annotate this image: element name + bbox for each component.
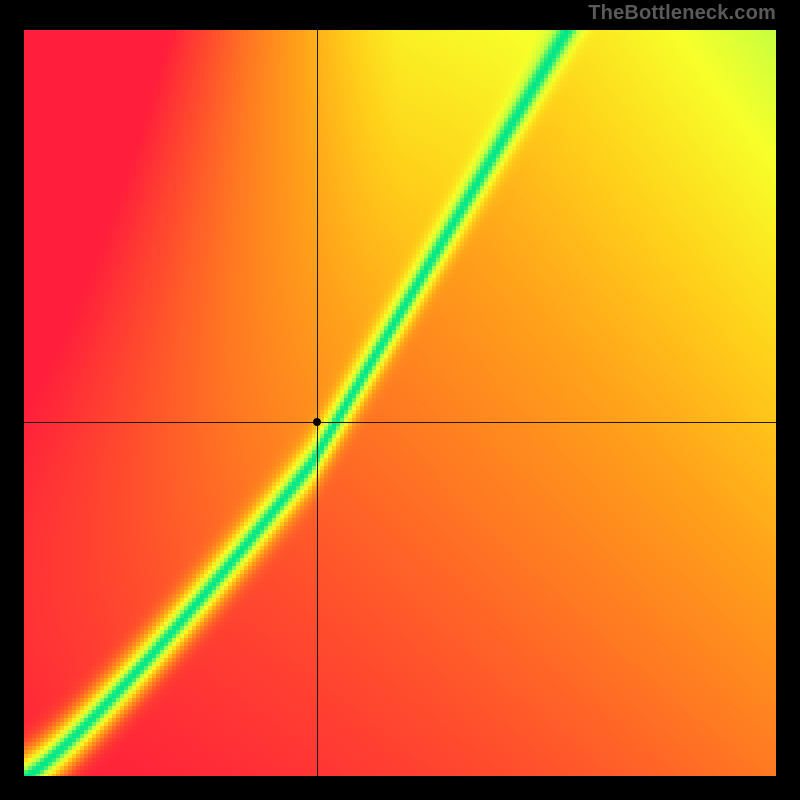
heatmap-canvas: [24, 30, 776, 776]
watermark-text: TheBottleneck.com: [588, 2, 776, 25]
